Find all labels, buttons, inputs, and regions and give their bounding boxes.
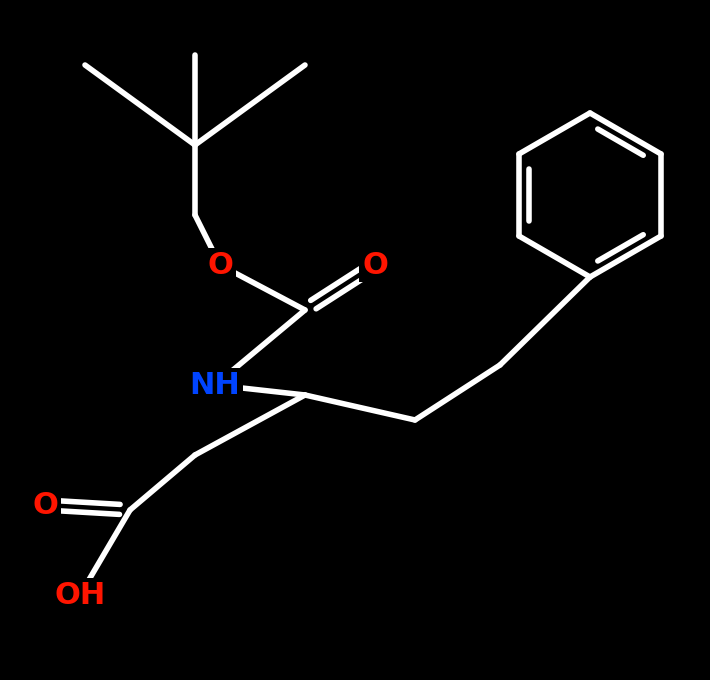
Text: NH: NH [190,371,241,400]
Text: O: O [32,490,58,520]
Text: O: O [362,250,388,279]
Text: OH: OH [55,581,106,609]
Text: O: O [207,250,233,279]
